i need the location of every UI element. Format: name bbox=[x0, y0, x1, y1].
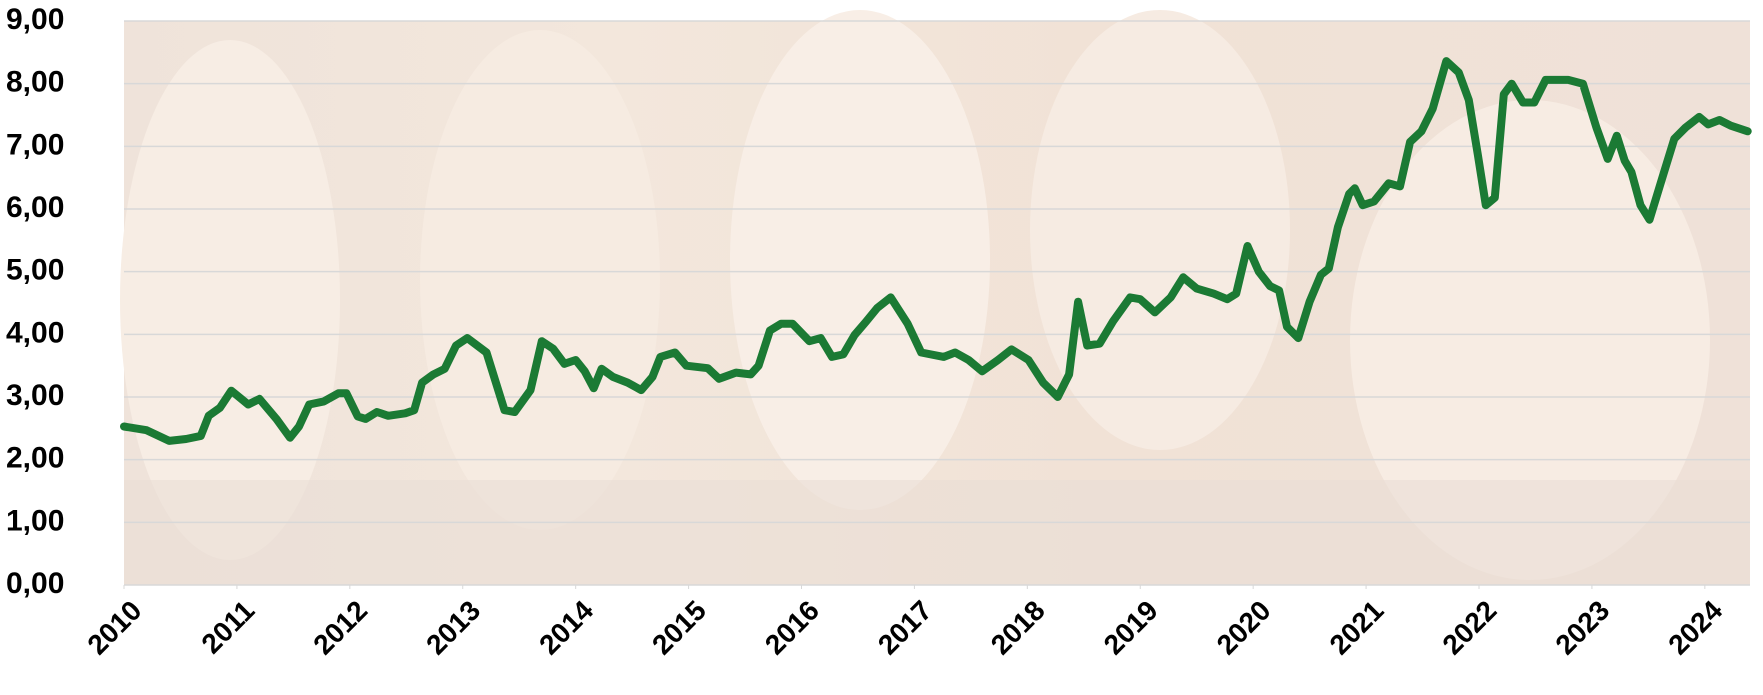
y-tick-label: 6,00 bbox=[6, 191, 64, 224]
y-tick-label: 7,00 bbox=[6, 128, 64, 161]
y-tick-label: 2,00 bbox=[6, 442, 64, 475]
y-tick-label: 1,00 bbox=[6, 504, 64, 537]
x-tick-label: 2017 bbox=[872, 595, 938, 661]
x-tick-label: 2023 bbox=[1549, 595, 1615, 661]
x-tick-label: 2015 bbox=[646, 595, 712, 661]
chart: 0,00 1,00 2,00 3,00 4,00 5,00 6,00 7,00 8,00 9,00… bbox=[0, 0, 1763, 695]
x-tick-label: 2011 bbox=[196, 595, 261, 660]
backdrop-shape bbox=[420, 30, 660, 530]
x-tick-label: 2010 bbox=[81, 595, 147, 661]
x-tick-label: 2016 bbox=[759, 595, 825, 661]
y-tick-label: 4,00 bbox=[6, 316, 64, 349]
y-tick-label: 9,00 bbox=[6, 3, 64, 36]
x-tick-label: 2019 bbox=[1098, 595, 1164, 661]
x-tick-label: 2022 bbox=[1436, 595, 1502, 661]
y-tick-label: 3,00 bbox=[6, 379, 64, 412]
page: {"chart_data": {"type": "line", "color":… bbox=[0, 0, 1763, 695]
x-tick-label: 2018 bbox=[985, 595, 1051, 661]
x-tick-label: 2021 bbox=[1324, 595, 1390, 661]
y-tick-label: 8,00 bbox=[6, 66, 64, 99]
x-tick-label: 2020 bbox=[1211, 595, 1277, 661]
y-tick-label: 0,00 bbox=[6, 567, 64, 600]
x-tick-label: 2013 bbox=[420, 595, 486, 661]
backdrop-floor bbox=[124, 480, 1750, 585]
x-tick-label: 2024 bbox=[1662, 594, 1728, 660]
backdrop-shape bbox=[730, 10, 990, 510]
x-tick-label: 2012 bbox=[307, 595, 373, 661]
backdrop-shape bbox=[1030, 10, 1290, 450]
x-tick-label: 2014 bbox=[533, 594, 599, 660]
y-tick-label: 5,00 bbox=[6, 254, 64, 287]
